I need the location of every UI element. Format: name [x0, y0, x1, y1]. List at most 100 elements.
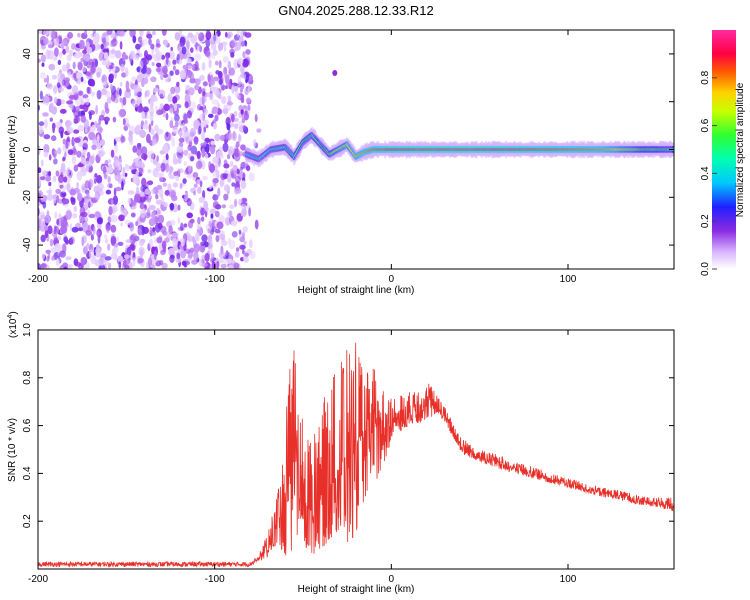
spectrogram-noise-cell [164, 237, 170, 243]
spectrogram-noise-cell [193, 191, 196, 196]
spectrogram-noise-cell [41, 170, 48, 176]
spectrogram-noise-cell [114, 144, 119, 153]
spectrogram-noise-cell [124, 264, 130, 269]
spectrogram-noise-cell [68, 49, 74, 57]
spectrogram-noise-cell [44, 225, 49, 231]
spectrogram-noise-cell [218, 251, 226, 259]
spectrogram-noise-cell [204, 153, 209, 160]
spectrogram-noise-cell [147, 169, 152, 174]
spectrogram-noise-cell [202, 176, 208, 181]
spectrogram-noise-cell [80, 216, 86, 224]
spectrogram-noise-cell [96, 122, 101, 129]
spectrogram-noise-cell [172, 126, 179, 134]
spectrogram-noise-cell [96, 90, 102, 100]
spectrogram-noise-cell [90, 79, 96, 87]
spectrogram-noise-cell [66, 54, 72, 62]
snr-frame [37, 329, 675, 570]
spectrogram-noise-cell [247, 104, 251, 111]
snr-xtick-label: -200 [28, 574, 48, 585]
spectrogram-noise-cell [79, 104, 86, 110]
spectrogram-noise-cell [241, 207, 247, 217]
spectrogram-noise-cell [228, 132, 233, 141]
spectrogram-noise-cell [163, 103, 170, 112]
spectrogram-noise-cell [236, 168, 240, 175]
spectrogram-noise-cell [156, 173, 163, 178]
spectrogram-noise-cell [103, 116, 110, 123]
spectrogram-noise-cell [212, 156, 220, 164]
spectrogram-noise-cell [226, 153, 231, 160]
spectrogram-noise-cell [124, 66, 129, 77]
spectrogram-noise-cell [46, 255, 50, 262]
spectrogram-noise-cell [134, 193, 141, 203]
spectrogram-noise-cell [168, 247, 175, 257]
spectrogram-noise-cell [176, 252, 181, 260]
spectrogram-noise-cell [125, 123, 130, 128]
spectrogram-noise-cell [111, 204, 118, 214]
spectrogram-noise-cell [216, 221, 224, 230]
spectrogram-noise-cell [208, 59, 212, 69]
spectrogram-noise-cell [46, 189, 53, 194]
spectrogram-noise-cell [236, 30, 240, 38]
spectrogram-noise-cell [124, 172, 128, 177]
spectrogram-noise-cell [69, 188, 76, 196]
spectrogram-noise-cell [77, 163, 84, 168]
spectrogram-noise-cell [151, 210, 156, 221]
spectrogram-noise-cell [131, 99, 139, 108]
spectrogram-noise-cell [209, 263, 213, 269]
spectrogram-noise-cell [159, 103, 164, 109]
spectrogram-noise-cell [206, 187, 214, 192]
spectrogram-noise-cell [127, 197, 132, 205]
spectrogram-noise-cell [110, 73, 115, 80]
spectrogram-noise-cell [96, 174, 103, 184]
spectrogram-noise-cell [229, 204, 235, 209]
spectrogram-noise-cell [209, 144, 216, 155]
spectrogram-blip [332, 70, 338, 77]
spectrogram-noise-cell [49, 238, 54, 247]
spectrogram-noise-cell [84, 198, 89, 208]
spectrogram-noise-cell [242, 226, 248, 233]
spectrogram-noise-cell [82, 65, 87, 73]
spectrogram-noise-cell [73, 164, 79, 172]
spectrogram-noise-cell [156, 155, 159, 163]
spectrogram-noise-cell [82, 54, 90, 62]
spectrogram-noise-cell [177, 217, 181, 224]
spectrogram-noise-cell [95, 251, 101, 258]
spectrogram-noise-cell [165, 112, 169, 121]
spectrogram-noise-cell [55, 258, 60, 267]
snr-ticks: -200 -100 0 100 0.2 0.4 0.6 0.8 1.0 [22, 323, 674, 585]
spectrogram-noise-cell [225, 216, 231, 226]
spectrogram-noise-cell [82, 246, 88, 255]
spectrogram-noise-cell [180, 249, 187, 259]
spectrogram-noise-cell [57, 236, 62, 241]
spectrogram-noise-cell [233, 262, 240, 269]
spectrogram-noise-cell [71, 43, 76, 50]
spectrogram-noise-cell [227, 173, 232, 183]
spectrogram-noise-cell [201, 131, 205, 141]
spectrogram-noise-cell [106, 30, 113, 35]
spectrogram-noise-cell [136, 74, 143, 83]
spectrogram-xtick-label: 0 [389, 274, 395, 285]
spectrogram-noise-cell [137, 228, 142, 236]
spectrogram-ytick-label: -40 [22, 237, 33, 252]
spectrogram-noise-cell [140, 146, 148, 156]
spectrogram-noise-cell [117, 255, 124, 263]
spectrogram-noise-cell [183, 223, 188, 228]
spectrogram-noise-cell [120, 63, 125, 72]
spectrogram-noise-cell [177, 157, 182, 164]
spectrogram-noise-cell [196, 150, 201, 160]
spectrogram-noise-cell [73, 129, 80, 134]
spectrogram-noise-cell [135, 124, 141, 134]
spectrogram-noise-cell [38, 121, 45, 127]
spectrogram-noise-cell [142, 106, 149, 113]
spectrogram-noise-cell [137, 257, 144, 264]
spectrogram-noise-cell [187, 165, 192, 173]
spectrogram-noise-cell [204, 50, 211, 57]
spectrogram-noise-cell [115, 136, 122, 142]
spectrogram-noise-cell [237, 94, 241, 100]
spectrogram-noise-cell [95, 211, 102, 219]
spectrogram-noise-cell [110, 149, 115, 158]
spectrogram-noise-cell [173, 102, 178, 112]
spectrogram-noise-cell [173, 153, 177, 163]
spectrogram-noise-cell [86, 86, 90, 94]
spectrogram-noise-cell [210, 140, 215, 146]
